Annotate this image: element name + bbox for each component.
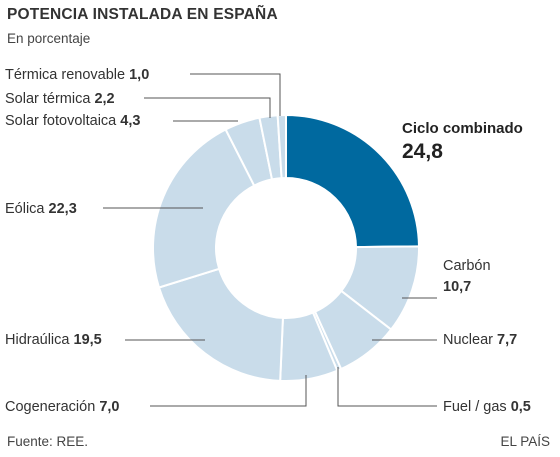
leader-cogeneracion <box>150 375 307 407</box>
donut-slices <box>152 113 421 382</box>
label-nuclear: Nuclear 7,7 <box>443 332 517 348</box>
label-name-termica-renovable: Térmica renovable <box>5 67 129 83</box>
value-cogeneracion: 7,0 <box>99 399 119 415</box>
label-name-fuel-gas: Fuel / gas <box>443 399 511 415</box>
value-nuclear: 7,7 <box>497 332 517 348</box>
chart-title: POTENCIA INSTALADA EN ESPAÑA <box>7 6 278 23</box>
slice-hidraulica <box>157 267 284 382</box>
publisher-credit: EL PAÍS <box>500 434 550 449</box>
value-ciclo-combinado: 24,8 <box>402 140 443 163</box>
slice-eolica <box>152 128 256 289</box>
label-eolica: Eólica 22,3 <box>5 201 77 217</box>
value-solar-fotovoltaica: 4,3 <box>120 113 140 129</box>
label-solar-termica: Solar térmica 2,2 <box>5 91 115 107</box>
leader-solar-termica <box>144 97 271 118</box>
slice-ciclo-combinado <box>285 113 421 249</box>
chart-subtitle: En porcentaje <box>7 31 91 46</box>
label-carbon: Carbón <box>443 258 491 274</box>
leader-fuel-gas <box>337 367 437 407</box>
label-name-cogeneracion: Cogeneración <box>5 399 99 415</box>
slice-labels: Ciclo combinado 24,8 Carbón 10,7 Nuclear 7,7… <box>5 67 531 415</box>
label-name-solar-fotovoltaica: Solar fotovoltaica <box>5 113 120 129</box>
leader-lines <box>103 73 437 407</box>
value-carbon: 10,7 <box>443 279 471 295</box>
label-cogeneracion: Cogeneración 7,0 <box>5 399 120 415</box>
leader-termica-renovable <box>190 73 281 116</box>
value-termica-renovable: 1,0 <box>129 67 149 83</box>
label-ciclo-combinado: Ciclo combinado <box>402 120 523 137</box>
source-note: Fuente: REE. <box>7 434 89 449</box>
label-termica-renovable: Térmica renovable 1,0 <box>5 67 149 83</box>
label-name-solar-termica: Solar térmica <box>5 91 94 107</box>
label-hidraulica: Hidraúlica 19,5 <box>5 332 102 348</box>
label-solar-fotovoltaica: Solar fotovoltaica 4,3 <box>5 113 140 129</box>
value-hidraulica: 19,5 <box>74 332 102 348</box>
value-solar-termica: 2,2 <box>94 91 114 107</box>
label-name-nuclear: Nuclear <box>443 332 497 348</box>
label-name-hidraulica: Hidraúlica <box>5 332 74 348</box>
value-fuel-gas: 0,5 <box>511 399 531 415</box>
label-name-eolica: Eólica <box>5 201 49 217</box>
value-eolica: 22,3 <box>49 201 77 217</box>
label-fuel-gas: Fuel / gas 0,5 <box>443 399 531 415</box>
